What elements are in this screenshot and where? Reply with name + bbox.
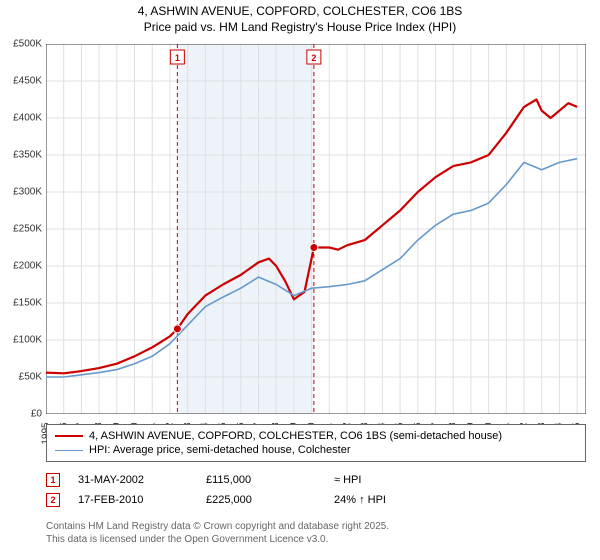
legend-label: HPI: Average price, semi-detached house,… (89, 444, 351, 456)
y-tick-label: £100K (2, 335, 42, 346)
chart-title: 4, ASHWIN AVENUE, COPFORD, COLCHESTER, C… (0, 0, 600, 35)
legend-swatch (55, 435, 83, 437)
y-tick-label: £400K (2, 113, 42, 124)
y-tick-label: £0 (2, 409, 42, 420)
y-tick-label: £200K (2, 261, 42, 272)
y-tick-label: £300K (2, 187, 42, 198)
sale-date: 17-FEB-2010 (78, 494, 188, 506)
sale-price: £225,000 (206, 494, 316, 506)
sale-marker: 2 (46, 493, 60, 507)
price-chart: 12 (46, 44, 586, 414)
title-line1: 4, ASHWIN AVENUE, COPFORD, COLCHESTER, C… (0, 4, 600, 20)
y-tick-label: £50K (2, 372, 42, 383)
legend: 4, ASHWIN AVENUE, COPFORD, COLCHESTER, C… (46, 424, 586, 462)
sales-table: 1 31-MAY-2002 £115,000 ≈ HPI 2 17-FEB-2010 £22… (46, 470, 586, 510)
sale-price: £115,000 (206, 474, 316, 486)
footer-line2: This data is licensed under the Open Gov… (46, 533, 586, 546)
sale-row: 1 31-MAY-2002 £115,000 ≈ HPI (46, 470, 586, 490)
legend-item: HPI: Average price, semi-detached house,… (55, 443, 577, 457)
legend-swatch (55, 450, 83, 451)
y-tick-label: £350K (2, 150, 42, 161)
footer-attribution: Contains HM Land Registry data © Crown c… (46, 520, 586, 546)
sale-diff: 24% ↑ HPI (334, 494, 586, 506)
sale-row: 2 17-FEB-2010 £225,000 24% ↑ HPI (46, 490, 586, 510)
svg-text:1: 1 (175, 53, 180, 63)
sale-diff: ≈ HPI (334, 474, 586, 486)
y-tick-label: £500K (2, 39, 42, 50)
y-tick-label: £150K (2, 298, 42, 309)
legend-item: 4, ASHWIN AVENUE, COPFORD, COLCHESTER, C… (55, 429, 577, 443)
title-line2: Price paid vs. HM Land Registry's House … (0, 20, 600, 36)
legend-label: 4, ASHWIN AVENUE, COPFORD, COLCHESTER, C… (89, 430, 502, 442)
svg-text:2: 2 (311, 53, 316, 63)
sale-date: 31-MAY-2002 (78, 474, 188, 486)
footer-line1: Contains HM Land Registry data © Crown c… (46, 520, 586, 533)
sale-marker: 1 (46, 473, 60, 487)
y-tick-label: £450K (2, 76, 42, 87)
y-tick-label: £250K (2, 224, 42, 235)
